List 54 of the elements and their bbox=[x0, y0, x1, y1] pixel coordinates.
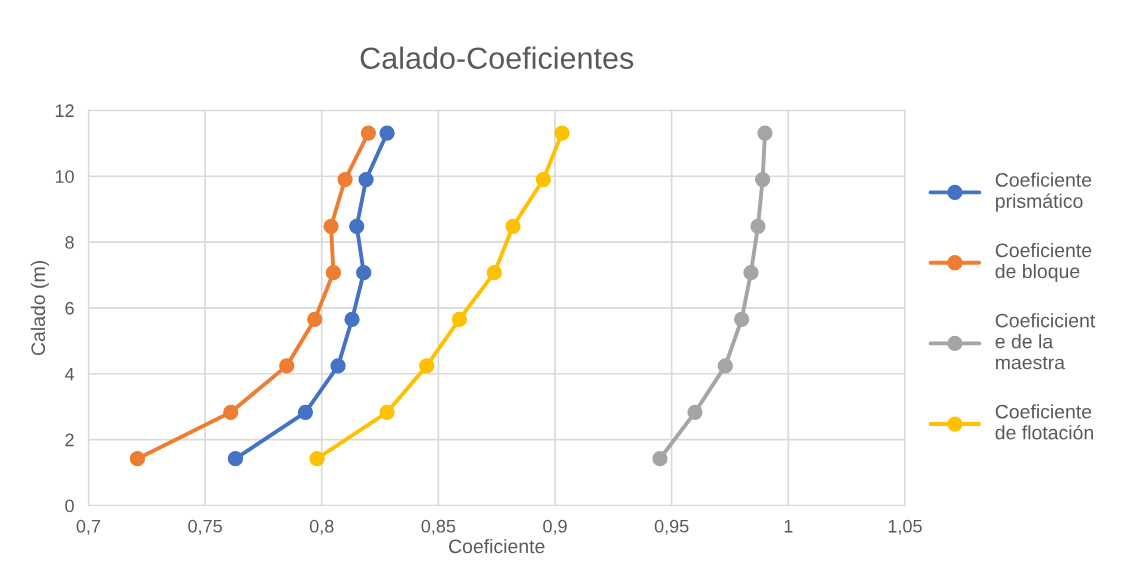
x-tick-label: 0,95 bbox=[654, 519, 689, 535]
y-tick-label: 4 bbox=[64, 367, 75, 381]
point bbox=[451, 311, 468, 328]
point bbox=[419, 358, 435, 374]
point bbox=[330, 358, 346, 374]
point bbox=[227, 451, 244, 467]
y-tick-label: 6 bbox=[65, 301, 74, 315]
point bbox=[349, 218, 365, 234]
point bbox=[337, 171, 353, 188]
y-tick-label: 12 bbox=[55, 104, 74, 117]
point bbox=[323, 218, 339, 234]
point bbox=[379, 125, 395, 141]
point bbox=[743, 265, 759, 281]
y-axis-title: Calado (m) bbox=[30, 261, 49, 356]
point bbox=[356, 265, 372, 281]
legend-label: Coeficiente de bloque bbox=[995, 242, 1092, 283]
legend-label: Coeficiente prismático bbox=[995, 172, 1092, 212]
legend-label: Coeficicient e de la maestra bbox=[995, 313, 1096, 370]
point bbox=[360, 125, 377, 141]
point bbox=[325, 265, 342, 281]
y-tick-label: 8 bbox=[65, 236, 74, 249]
point bbox=[129, 451, 146, 467]
point bbox=[297, 404, 314, 420]
point bbox=[486, 265, 502, 281]
point bbox=[279, 358, 295, 374]
point bbox=[554, 125, 570, 141]
y-tick-label: 2 bbox=[65, 433, 74, 447]
point bbox=[309, 451, 325, 467]
point bbox=[754, 171, 771, 188]
point bbox=[717, 358, 733, 374]
point bbox=[223, 404, 239, 420]
point bbox=[750, 218, 766, 234]
x-tick-label: 0,9 bbox=[543, 519, 567, 535]
y-tick-label: 0 bbox=[65, 499, 74, 513]
y-tick-label: 10 bbox=[55, 170, 74, 183]
x-tick-label: 0,75 bbox=[188, 519, 222, 535]
point bbox=[344, 311, 360, 328]
point bbox=[652, 451, 668, 467]
x-tick-label: 1 bbox=[784, 520, 793, 533]
point bbox=[757, 125, 773, 141]
x-tick-label: 0,85 bbox=[421, 519, 456, 535]
x-tick-label: 1,05 bbox=[888, 519, 922, 535]
point bbox=[733, 311, 750, 328]
x-tick-label: 0,8 bbox=[309, 519, 334, 535]
x-axis-title: Coeficiente bbox=[449, 538, 545, 554]
point bbox=[358, 171, 374, 188]
point bbox=[505, 218, 521, 234]
point bbox=[379, 404, 395, 420]
x-tick-label: 0,7 bbox=[76, 519, 101, 535]
point bbox=[687, 404, 703, 420]
point bbox=[307, 311, 323, 328]
point bbox=[535, 171, 551, 188]
chart-title: Calado-Coeficientes bbox=[360, 46, 634, 70]
legend-label: Coeficiente de flotación bbox=[995, 404, 1093, 440]
